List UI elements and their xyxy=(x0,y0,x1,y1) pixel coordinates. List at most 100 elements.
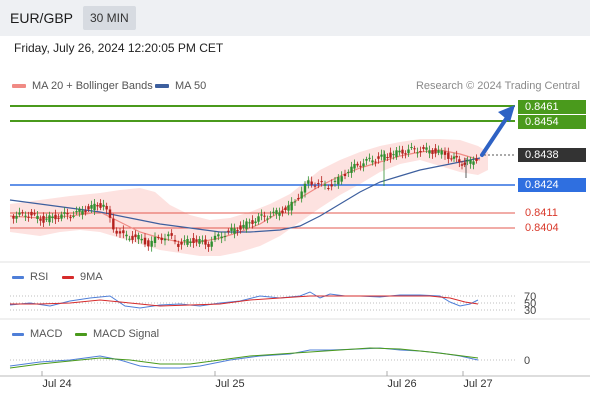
candle-body xyxy=(30,211,33,216)
candle-body xyxy=(374,161,377,163)
candle-body xyxy=(157,237,160,239)
x-tick-label: Jul 26 xyxy=(387,378,416,390)
candle-body xyxy=(263,215,266,217)
candle-body xyxy=(443,151,447,155)
candle-body xyxy=(75,211,78,213)
candle-body xyxy=(60,214,63,219)
candle-body xyxy=(236,229,239,231)
candle-body xyxy=(260,214,263,216)
candle-body xyxy=(33,213,36,215)
candle-body xyxy=(475,158,478,161)
candle-body xyxy=(437,150,440,153)
candle-body xyxy=(207,244,210,247)
candle-body xyxy=(320,181,323,183)
candle-body xyxy=(45,218,48,220)
candle-body xyxy=(78,208,81,212)
candle-body xyxy=(201,240,204,242)
candle-body xyxy=(36,215,39,219)
candle-body xyxy=(413,148,416,150)
candle-body xyxy=(392,154,395,156)
candle-body xyxy=(300,191,303,199)
level-tag-5: 0.8404 xyxy=(525,222,559,234)
legend-macd-signal: MACD Signal xyxy=(75,328,159,340)
x-tick-label: Jul 25 xyxy=(215,378,244,390)
candle-body xyxy=(153,237,157,243)
candle-body xyxy=(365,159,368,161)
candle-body xyxy=(248,222,251,224)
x-tick-label: Jul 24 xyxy=(42,378,71,390)
candle-body xyxy=(102,204,105,207)
level-tag-1: 0.8454 xyxy=(518,115,586,129)
candle-body xyxy=(327,187,330,189)
candle-body xyxy=(359,165,362,167)
candle-body xyxy=(323,184,327,186)
candle-body xyxy=(198,239,201,244)
ma50-swatch xyxy=(155,84,169,88)
candle-body xyxy=(303,183,307,193)
macd-tick-label: 0 xyxy=(524,355,530,367)
candle-body xyxy=(167,234,170,237)
candle-body xyxy=(220,236,223,239)
candle-body xyxy=(275,210,278,214)
candle-body xyxy=(242,224,245,228)
candle-body xyxy=(230,227,233,231)
candle-body xyxy=(18,212,21,215)
candle-body xyxy=(278,212,281,216)
candle-body xyxy=(313,185,317,187)
candle-body xyxy=(416,152,419,154)
candle-body xyxy=(383,154,386,161)
candle-body xyxy=(419,151,422,153)
rsi-tick-label: 50 xyxy=(524,298,536,310)
macd-line xyxy=(9,347,479,369)
candle-body xyxy=(15,216,18,219)
candle-body xyxy=(173,239,177,242)
candle-body xyxy=(115,230,118,234)
legend-macd-signal-label: MACD Signal xyxy=(93,328,160,340)
candle-body xyxy=(401,149,404,154)
candle-body xyxy=(269,216,272,218)
macd-swatch xyxy=(12,332,24,336)
candle-body xyxy=(147,240,150,247)
candle-body xyxy=(72,215,75,217)
legend-rsi-label: RSI xyxy=(30,271,49,283)
candle-body xyxy=(466,160,469,162)
candle-body xyxy=(90,205,93,209)
forecast-arrow-shaft xyxy=(480,114,510,157)
candle-body xyxy=(356,163,359,166)
candle-body xyxy=(455,155,458,158)
candle-body xyxy=(404,153,407,155)
level-tag-0: 0.8461 xyxy=(518,100,586,114)
candle-body xyxy=(239,225,242,230)
candle-body xyxy=(307,180,310,184)
chart-timestamp: Friday, July 26, 2024 12:20:05 PM CET xyxy=(14,41,224,55)
x-tick-label: Jul 27 xyxy=(463,378,492,390)
candle-body xyxy=(407,149,410,154)
legend-ma50-label: MA 50 xyxy=(175,80,207,92)
candle-body xyxy=(12,216,15,219)
timeframe-button[interactable]: 30 MIN xyxy=(83,6,136,30)
legend-macd: MACD xyxy=(12,328,62,340)
level-tag-4: 0.8411 xyxy=(525,207,558,219)
candle-body xyxy=(21,212,24,214)
candle-body xyxy=(96,205,99,207)
candle-body xyxy=(266,218,269,220)
level-tag-2: 0.8438 xyxy=(518,148,586,162)
candle-body xyxy=(472,161,475,165)
candle-body xyxy=(450,158,453,160)
legend-ma50: MA 50 xyxy=(155,80,206,92)
candle-body xyxy=(469,159,472,164)
candle-body xyxy=(410,147,413,149)
candle-body xyxy=(460,164,464,166)
candle-body xyxy=(310,181,313,185)
candle-body xyxy=(42,215,45,223)
rsi-swatch xyxy=(12,275,24,279)
candle-body xyxy=(333,180,337,182)
candle-body xyxy=(24,215,27,217)
candle-body xyxy=(204,239,207,245)
candle-body xyxy=(452,156,456,159)
legend-bollinger-label: MA 20 + Bollinger Bands xyxy=(32,80,153,92)
candle-body xyxy=(368,157,371,159)
candle-body xyxy=(293,201,297,203)
candle-body xyxy=(63,212,66,214)
candle-body xyxy=(458,159,461,163)
